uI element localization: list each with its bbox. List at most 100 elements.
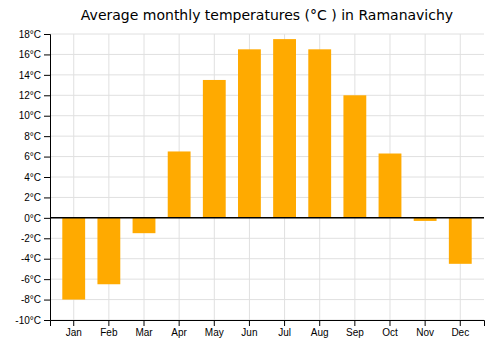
bar [168, 151, 191, 217]
y-tick-label: 6°C [24, 151, 41, 162]
y-tick-mark [44, 279, 50, 280]
x-tick-mark [354, 320, 355, 326]
x-tick: Nov [416, 320, 434, 338]
y-axis: -10°C-8°C-6°C-4°C-2°C0°C2°C4°C6°C8°C10°C… [15, 29, 50, 326]
x-tick: May [205, 320, 224, 338]
y-tick: -10°C [15, 315, 50, 326]
y-tick: -4°C [21, 253, 50, 264]
grid-line-y [50, 74, 484, 75]
grid-line-y [50, 217, 484, 218]
grid-line-y [50, 34, 484, 35]
y-tick-mark [44, 300, 50, 301]
x-tick: Feb [100, 320, 118, 338]
y-tick-mark [44, 259, 50, 260]
x-tick-label: Aug [311, 327, 329, 338]
x-tick: Oct [382, 320, 398, 338]
y-tick-label: -2°C [21, 233, 41, 244]
bars [62, 39, 471, 299]
x-tick-label: Mar [135, 327, 153, 338]
y-tick-label: 18°C [19, 29, 41, 40]
x-tick-label: Jul [278, 327, 291, 338]
y-tick-label: 2°C [24, 192, 41, 203]
bar [449, 218, 472, 264]
bar [379, 154, 402, 218]
bar [203, 80, 226, 218]
grid-line-y [50, 197, 484, 198]
bar [308, 49, 331, 218]
grid-line-y [50, 54, 484, 55]
y-tick: -6°C [21, 274, 50, 285]
grid-line-y [50, 95, 484, 96]
y-tick-mark [44, 157, 50, 158]
y-tick-mark [44, 116, 50, 117]
y-tick: 18°C [19, 29, 50, 40]
y-tick: 6°C [24, 151, 50, 162]
chart: -10°C-8°C-6°C-4°C-2°C0°C2°C4°C6°C8°C10°C… [0, 0, 500, 350]
x-tick: Apr [171, 320, 187, 338]
x-tick-mark [179, 320, 180, 326]
x-axis: JanFebMarAprMayJunJulAugSepOctNovDec [51, 320, 485, 338]
grid-line-y [50, 299, 484, 300]
y-tick: 8°C [24, 131, 50, 142]
grid-line-x [460, 34, 461, 320]
x-tick-mark [425, 320, 426, 326]
y-tick-mark [44, 75, 50, 76]
x-tick-mark [108, 320, 109, 326]
y-tick-label: -6°C [21, 274, 41, 285]
plot: -10°C-8°C-6°C-4°C-2°C0°C2°C4°C6°C8°C10°C… [15, 29, 484, 338]
bar [133, 218, 156, 233]
y-tick: -8°C [21, 294, 50, 305]
x-tick-mark [460, 320, 461, 326]
x-tick-label: May [205, 327, 224, 338]
y-tick-mark [44, 320, 50, 321]
bar [273, 39, 296, 218]
zero-line [50, 217, 484, 219]
x-tick-mark [73, 320, 74, 326]
y-tick-label: -8°C [21, 294, 41, 305]
y-tick: 12°C [19, 90, 50, 101]
grid [50, 34, 484, 320]
grid-line-y [50, 156, 484, 157]
x-tick-label: Nov [416, 327, 434, 338]
bar [343, 95, 366, 218]
y-tick-mark [44, 177, 50, 178]
bar [97, 218, 120, 284]
x-axis-line [51, 321, 485, 327]
y-tick: 10°C [19, 110, 50, 121]
x-tick: Jan [66, 320, 82, 338]
bar [62, 218, 85, 300]
x-tick-label: Feb [100, 327, 118, 338]
x-tick-label: Oct [382, 327, 398, 338]
y-tick-mark [44, 218, 50, 219]
y-tick-label: 4°C [24, 172, 41, 183]
y-tick-mark [44, 54, 50, 55]
y-tick: 14°C [19, 70, 50, 81]
y-tick-mark [44, 34, 50, 35]
grid-line-x [425, 34, 426, 320]
x-tick-label: Sep [346, 327, 364, 338]
y-tick-mark [44, 136, 50, 137]
x-tick-mark [319, 320, 320, 326]
x-tick-label: Apr [171, 327, 187, 338]
y-tick-mark [44, 238, 50, 239]
y-tick-label: -4°C [21, 253, 41, 264]
x-tick-mark [249, 320, 250, 326]
y-tick-label: 14°C [19, 70, 41, 81]
grid-line-y [50, 115, 484, 116]
grid-line-y [50, 136, 484, 137]
x-tick: Jul [278, 320, 291, 338]
x-tick-mark [284, 320, 285, 326]
y-tick: 4°C [24, 172, 50, 183]
y-tick-label: 10°C [19, 110, 41, 121]
x-tick-mark [389, 320, 390, 326]
y-tick: 16°C [19, 49, 50, 60]
x-tick-label: Jan [66, 327, 82, 338]
x-tick: Dec [451, 320, 469, 338]
x-tick-mark [214, 320, 215, 326]
y-tick-label: -10°C [15, 315, 41, 326]
y-tick-mark [44, 95, 50, 96]
x-tick: Aug [311, 320, 329, 338]
y-tick-label: 12°C [19, 90, 41, 101]
y-tick-label: 16°C [19, 49, 41, 60]
grid-line-x [144, 34, 145, 320]
